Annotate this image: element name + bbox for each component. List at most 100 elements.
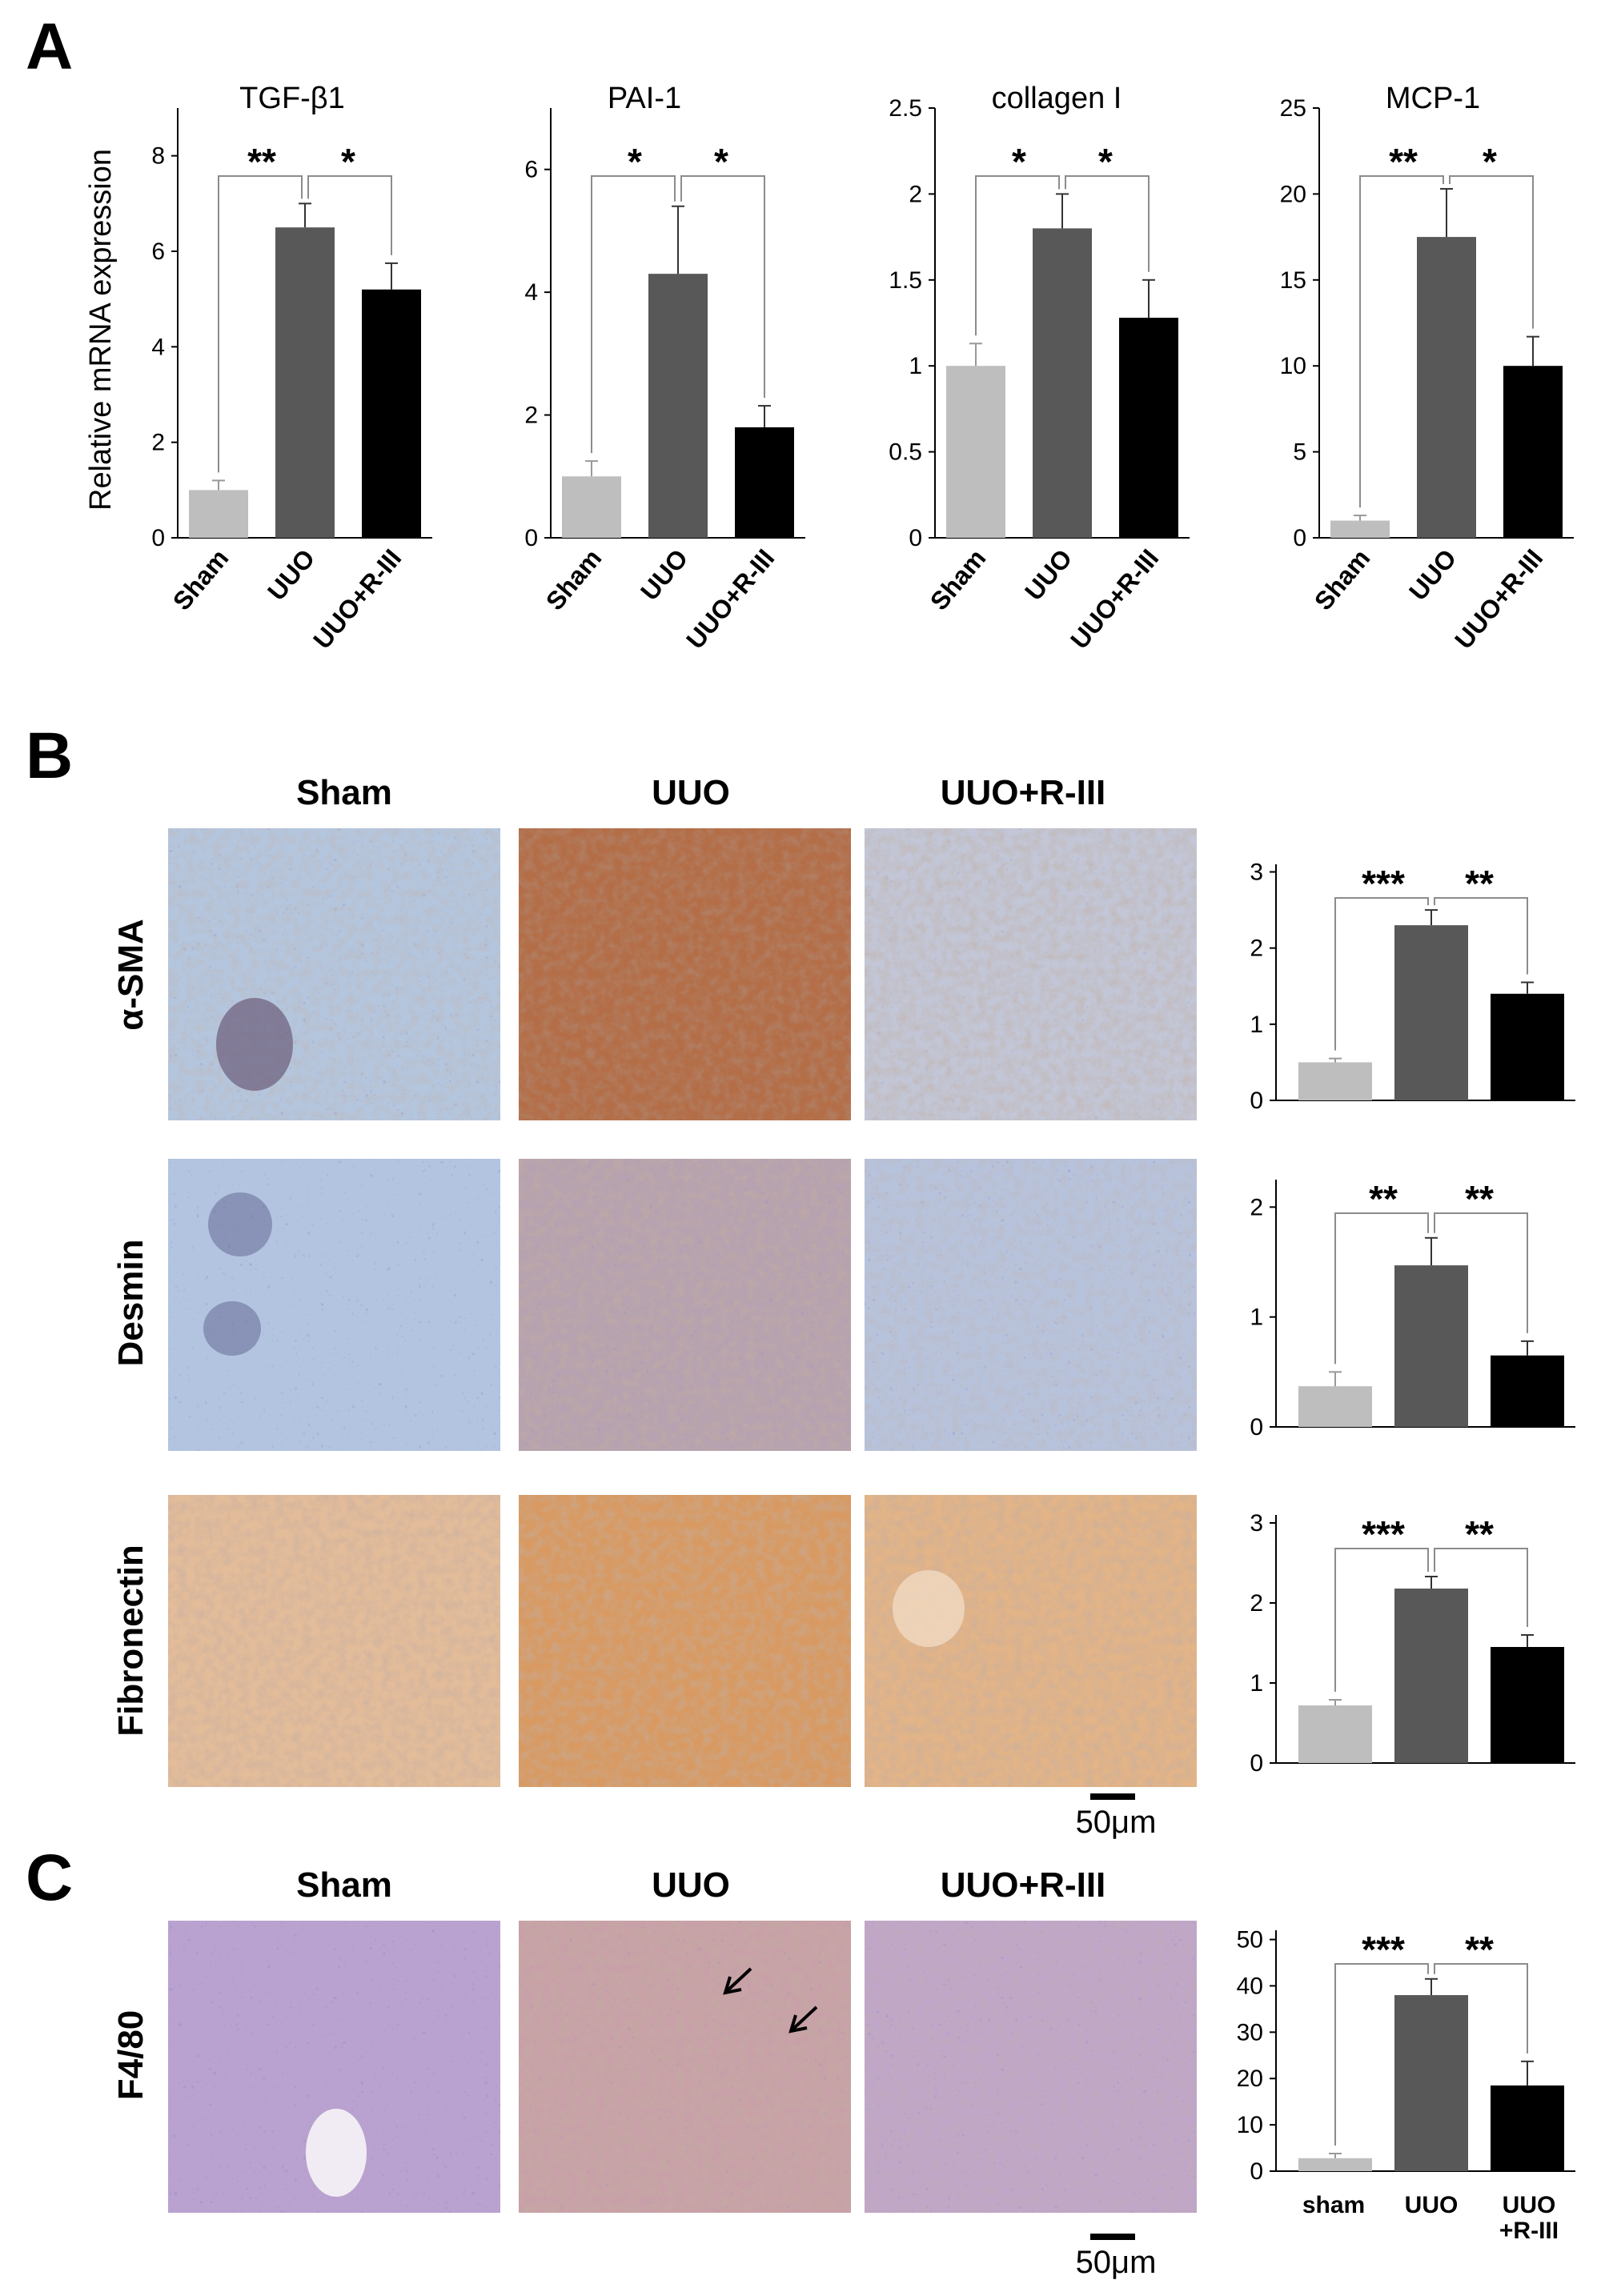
pai-1-tick-label: 2 (524, 403, 538, 429)
f4-80-bracket-right (1434, 1963, 1528, 2054)
fibronectin-significance-right: ** (1465, 1513, 1494, 1555)
mcp-1-xlabel-uuo-r-iii: UUO+R-III (1449, 543, 1548, 654)
desmin-significance-right: ** (1465, 1178, 1494, 1220)
pai-1-tick-label: 6 (524, 157, 538, 183)
collagen-i-tick-label: 2.5 (889, 95, 922, 122)
tgf-b1-tick-label: 8 (151, 143, 165, 170)
pai-1-title: PAI-1 (608, 82, 681, 115)
mcp-1-bar-sham (1330, 520, 1390, 538)
pai-1-xlabel-sham: Sham (540, 543, 608, 615)
micrograph-fibronectin-sham (168, 1495, 500, 1787)
fibronectin-bar-sham (1298, 1705, 1372, 1763)
micrograph-desmin-uuo-r-iii (865, 1159, 1197, 1451)
tgf-b1-bar-sham (189, 490, 248, 538)
desmin-bar-uuo-r-iii (1491, 1355, 1564, 1427)
collagen-i-bracket-left (975, 175, 1060, 336)
f4-80-tick-label: 10 (1237, 2112, 1263, 2138)
collagen-i-bar-uuo (1033, 228, 1092, 538)
desmin-tick-label: 1 (1250, 1304, 1263, 1331)
a-sma-tick-label: 0 (1250, 1088, 1263, 1114)
tgf-b1-tick-label: 4 (151, 334, 165, 360)
tgf-b1-significance-right: * (341, 141, 355, 182)
f4-80-xlabel-sham: sham (1302, 2192, 1365, 2218)
panel-c-col-uuo: UUO (652, 1865, 730, 1905)
collagen-i-xlabel-sham: Sham (925, 543, 992, 615)
pai-1-bar-uuo-r-iii (735, 427, 794, 538)
tgf-b1-bar-uuo (275, 227, 335, 538)
fibronectin-bar-uuo-r-iii (1491, 1647, 1564, 1763)
micrograph-a-sma-sham (168, 828, 500, 1120)
f4-80-tick-label: 50 (1237, 1927, 1263, 1953)
tgf-b1-title: TGF-β1 (239, 82, 345, 115)
micrograph-f4-80-uuo (519, 1921, 851, 2213)
tgf-b1-tick-label: 6 (151, 238, 165, 265)
a-sma-bar-sham (1298, 1062, 1372, 1100)
a-sma-bar-uuo-r-iii (1491, 993, 1564, 1100)
pai-1-bar-sham (562, 476, 621, 538)
desmin-tick-label: 0 (1250, 1414, 1263, 1441)
mcp-1-tick-label: 20 (1280, 181, 1306, 207)
collagen-i-xlabel-uuo-r-iii: UUO+R-III (1065, 543, 1164, 654)
collagen-i-bracket-right (1065, 175, 1150, 272)
pai-1-significance-left: * (628, 141, 642, 182)
panel-b-row-a-sma: α-SMA (111, 919, 150, 1030)
a-sma-bar-uuo (1394, 925, 1468, 1100)
desmin-bracket-left (1334, 1212, 1429, 1364)
mcp-1-tick-label: 10 (1280, 353, 1306, 379)
panel-b-row-desmin: Desmin (111, 1240, 150, 1367)
f4-80-significance-left: *** (1362, 1929, 1405, 1970)
desmin-significance-left: ** (1369, 1178, 1398, 1220)
collagen-i-tick-label: 0 (909, 525, 922, 551)
pai-1-bracket-left (591, 175, 676, 454)
mcp-1-tick-label: 25 (1280, 95, 1306, 122)
desmin-bar-sham (1298, 1386, 1372, 1427)
tgf-b1-tick-label: 2 (151, 430, 165, 456)
mcp-1-bracket-left (1359, 175, 1444, 508)
pai-1-bracket-right (680, 175, 765, 399)
collagen-i-bar-sham (946, 366, 1005, 538)
tgf-b1-xlabel-uuo: UUO (262, 543, 320, 606)
collagen-i-tick-label: 1 (909, 353, 922, 379)
a-sma-bracket-right (1434, 897, 1528, 975)
a-sma-tick-label: 2 (1250, 936, 1263, 962)
panel-label-c: C (26, 1841, 73, 1914)
micrograph-a-sma-uuo-r-iii (865, 828, 1197, 1120)
panel-b-scale-label: 50μm (1076, 1805, 1157, 1840)
collagen-i-tick-label: 0.5 (889, 439, 922, 466)
pai-1-xlabel-uuo: UUO (635, 543, 693, 606)
f4-80-xlabel-uuo: UUO (1405, 2192, 1459, 2218)
mcp-1-tick-label: 5 (1293, 439, 1306, 466)
tgf-b1-bracket-right (307, 175, 392, 255)
panel-c-row-f4-80: F4/80 (111, 2010, 150, 2101)
pai-1-xlabel-uuo-r-iii: UUO+R-III (680, 543, 780, 654)
mcp-1-tick-label: 15 (1280, 267, 1306, 294)
collagen-i-tick-label: 1.5 (889, 267, 922, 294)
collagen-i-significance-left: * (1012, 141, 1026, 182)
desmin-bracket-right (1434, 1212, 1528, 1333)
mcp-1-xlabel-uuo: UUO (1403, 543, 1462, 606)
desmin-quant-chart: 0 1 2 ** ** (1250, 1178, 1575, 1441)
a-sma-significance-left: *** (1362, 863, 1405, 904)
mcp-1-bar-uuo (1417, 237, 1476, 538)
arrow-icon (723, 1967, 752, 1995)
micrograph-desmin-uuo (519, 1159, 851, 1451)
a-sma-tick-label: 1 (1250, 1012, 1263, 1038)
tgf-b1-tick-label: 0 (151, 525, 165, 551)
f4-80-xlabel-uuo-r-iii-line1: UUO (1503, 2192, 1556, 2218)
f4-80-tick-label: 20 (1237, 2066, 1263, 2092)
fibronectin-bar-uuo (1394, 1589, 1468, 1763)
f4-80-tick-label: 30 (1237, 2019, 1263, 2046)
micrograph-fibronectin-uuo (519, 1495, 851, 1787)
pai-1-tick-label: 0 (524, 525, 538, 551)
arrow-icon (788, 2005, 818, 2034)
fibronectin-tick-label: 1 (1250, 1670, 1263, 1697)
panel-label-a: A (26, 10, 73, 83)
collagen-i-bar-uuo-r-iii (1119, 318, 1178, 538)
micrograph-f4-80-sham (168, 1921, 500, 2213)
micrograph-f4-80-uuo-r-iii (865, 1921, 1197, 2213)
